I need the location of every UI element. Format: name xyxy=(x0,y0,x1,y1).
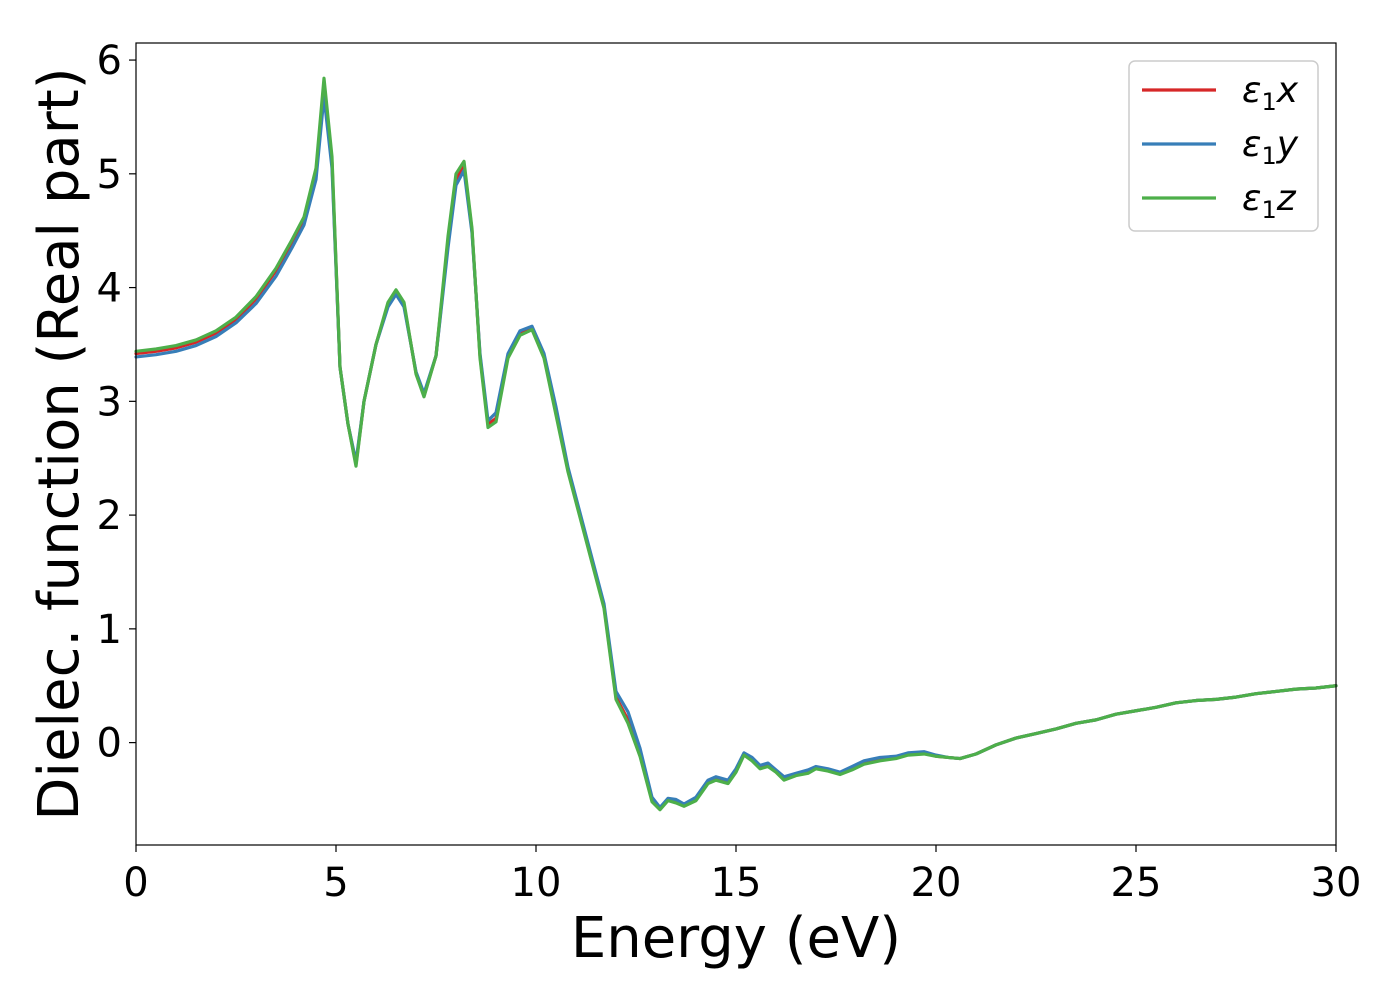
legend-label-1: ε1y xyxy=(1242,124,1299,170)
y-tick-label: 4 xyxy=(97,266,122,312)
y-axis-ticks: 0 1 2 3 4 5 6 xyxy=(97,38,136,767)
y-tick-label: 3 xyxy=(97,379,122,425)
x-tick-label: 25 xyxy=(1111,860,1162,906)
legend-label-2: ε1z xyxy=(1242,178,1297,224)
x-tick-label: 0 xyxy=(123,860,148,906)
legend-box xyxy=(1128,60,1319,232)
legend-label-0: ε1x xyxy=(1242,70,1299,116)
x-tick-label: 15 xyxy=(711,860,762,906)
y-tick-label: 5 xyxy=(97,152,122,198)
series-layer xyxy=(134,76,1338,812)
x-tick-label: 20 xyxy=(911,860,962,906)
x-axis-ticks: 0 5 10 15 20 25 30 xyxy=(123,845,1361,906)
x-tick-label: 10 xyxy=(511,860,562,906)
x-axis-label: Energy (eV) xyxy=(571,906,901,971)
x-tick-label: 5 xyxy=(323,860,348,906)
x-tick-label: 30 xyxy=(1311,860,1362,906)
y-tick-label: 6 xyxy=(97,38,122,84)
y-tick-label: 1 xyxy=(97,607,122,653)
y-tick-label: 2 xyxy=(97,493,122,539)
legend: ε1x ε1y ε1z xyxy=(1128,60,1319,232)
y-axis-label: Dielec. function (Real part) xyxy=(27,67,92,820)
series-line-2 xyxy=(134,76,1338,812)
y-tick-label: 0 xyxy=(97,721,122,767)
